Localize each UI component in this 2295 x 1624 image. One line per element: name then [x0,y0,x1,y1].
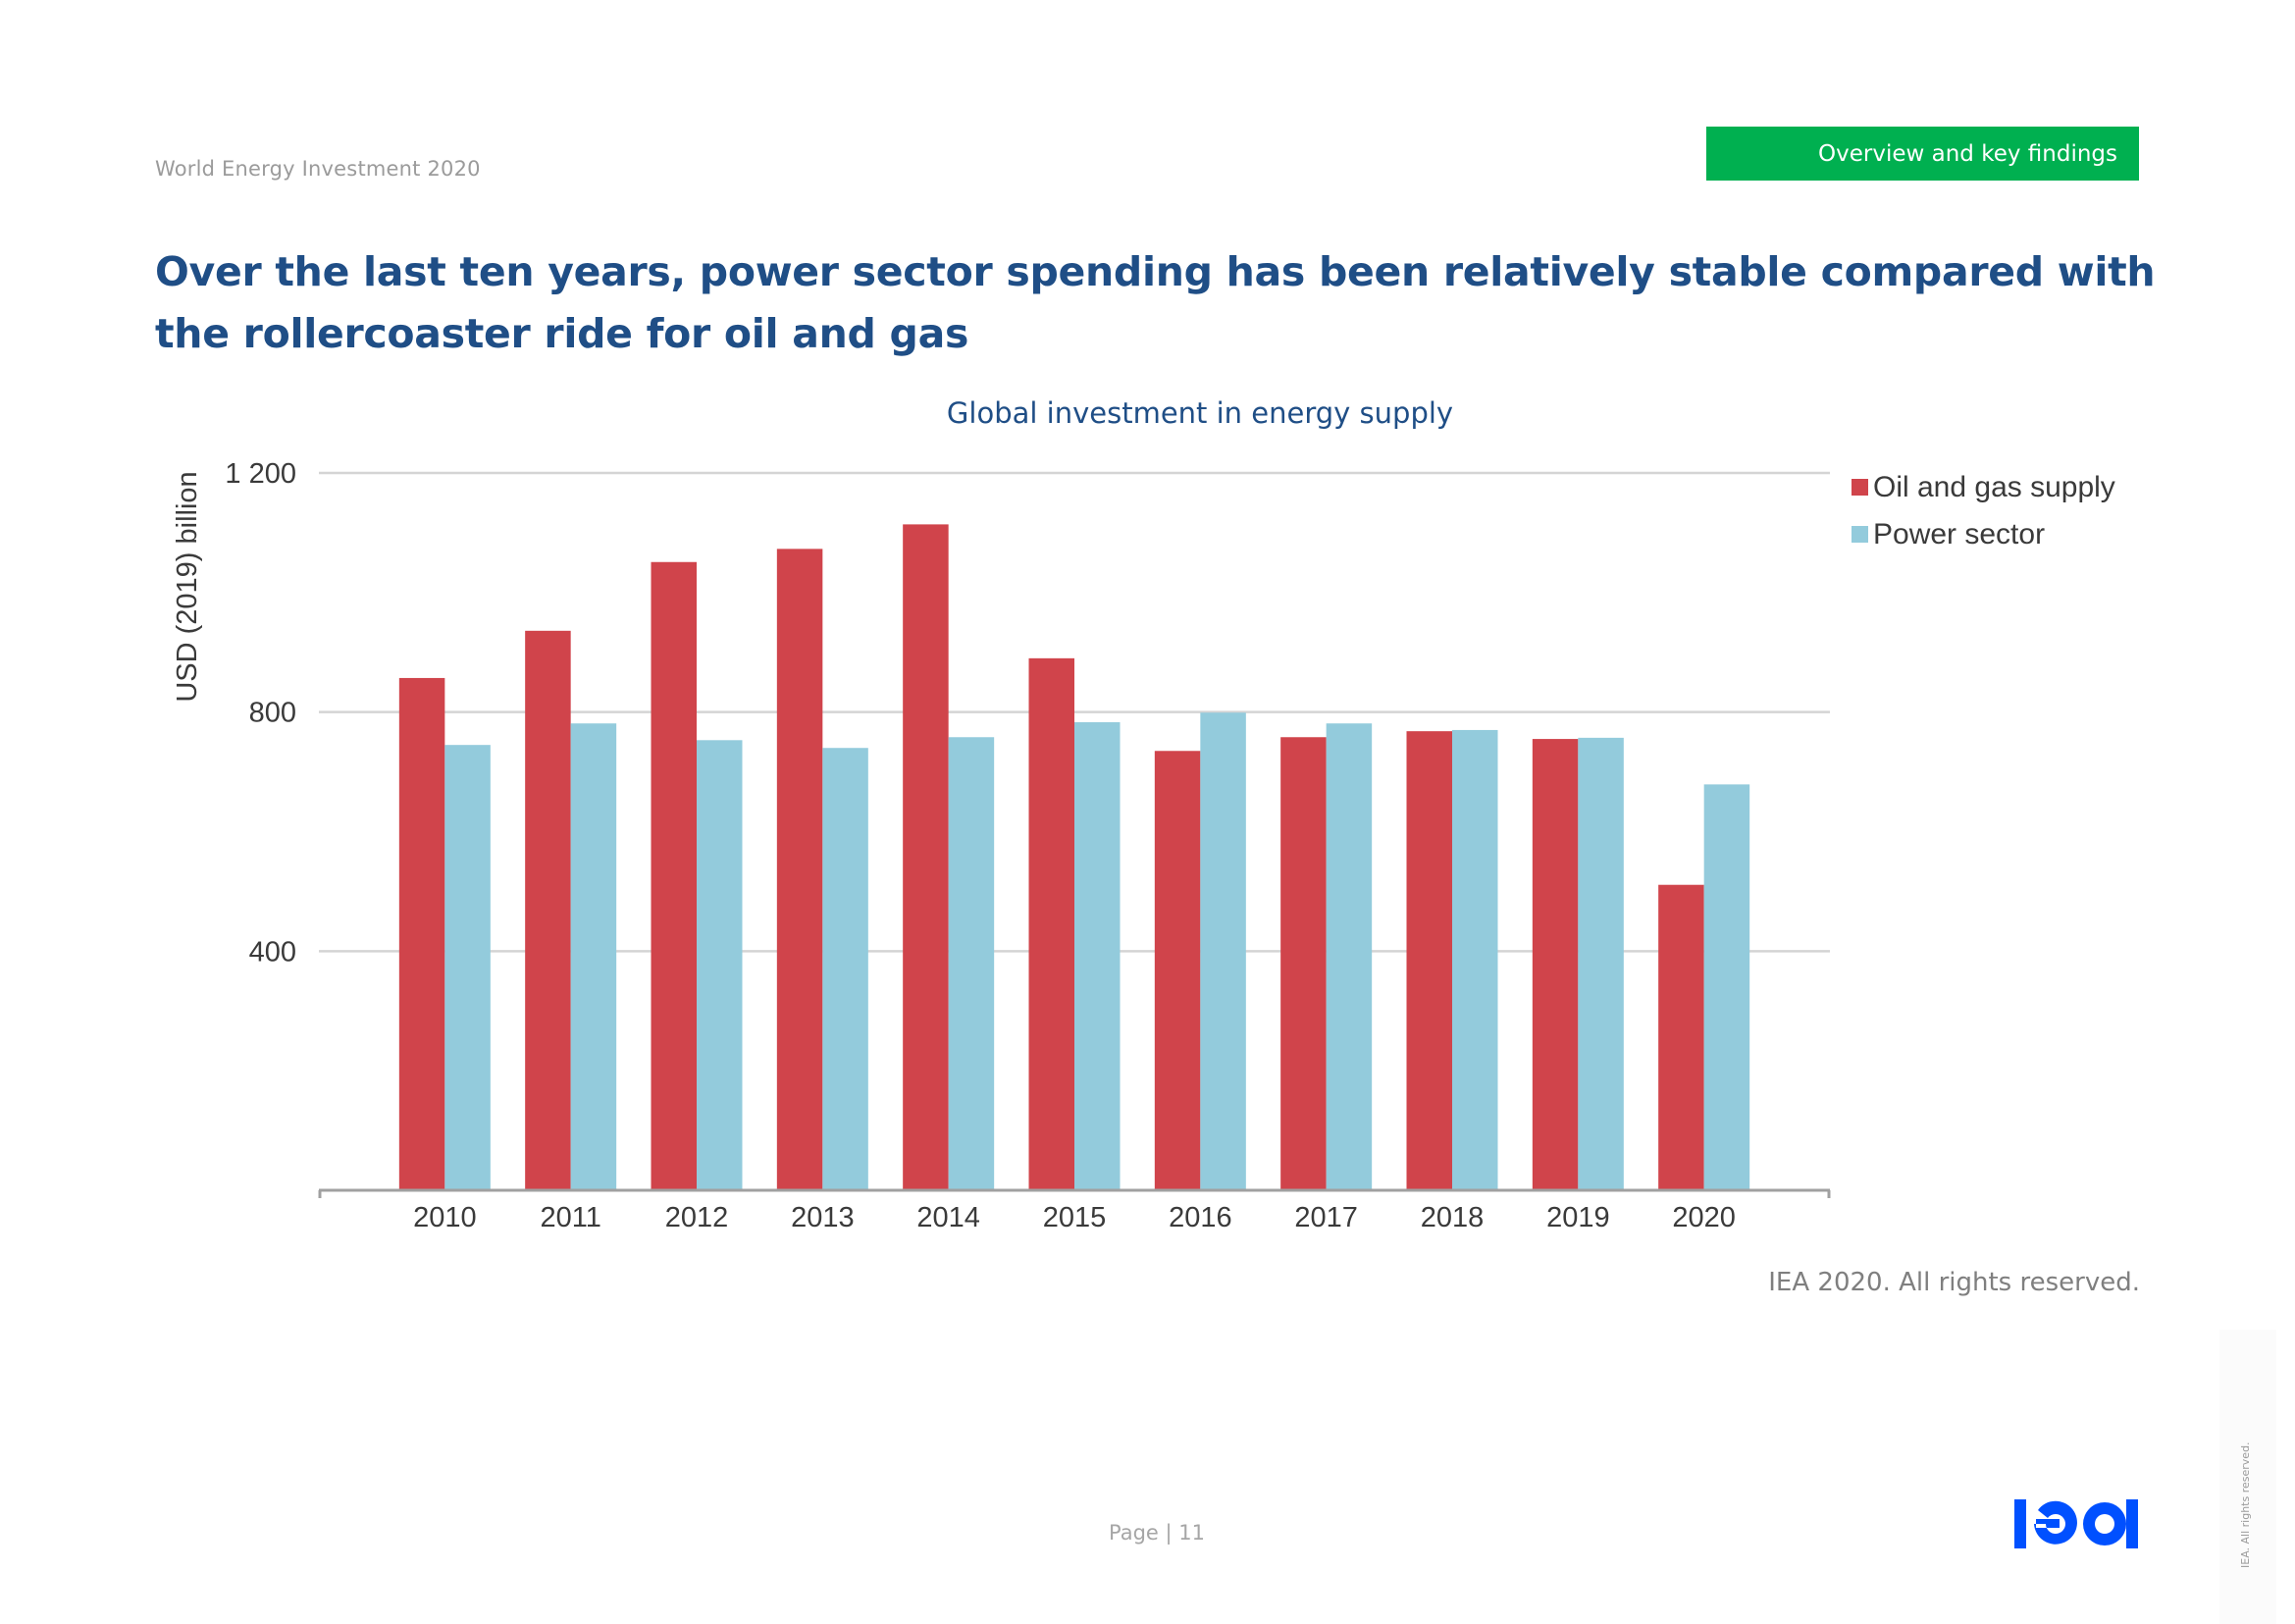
bar-oil-gas-2019 [1532,739,1579,1190]
bar-power-2015 [1074,722,1121,1190]
bar-oil-gas-2010 [398,677,445,1190]
bar-oil-gas-2012 [651,561,697,1190]
bar-oil-gas-2011 [525,630,571,1190]
x-tick-label: 2017 [1294,1202,1358,1233]
bar-oil-gas-2020 [1658,884,1704,1190]
bar-power-2017 [1326,723,1373,1190]
y-axis-label: USD (2019) billion [172,471,203,702]
x-tick-label: 2013 [791,1202,855,1233]
bar-power-2014 [948,737,995,1190]
x-tick-label: 2020 [1672,1202,1736,1233]
side-rights-notice: IEA. All rights reserved. [2239,1441,2252,1568]
section-tab[interactable]: Overview and key findings [1706,127,2139,181]
bar-oil-gas-2013 [776,549,823,1190]
y-tick-label: 1 200 [225,458,296,490]
legend-label: Oil and gas supply [1873,471,2115,503]
x-axis [318,1188,1831,1198]
bars [398,524,1750,1190]
copyright-notice: IEA 2020. All rights reserved. [1768,1268,2140,1297]
bar-power-2010 [444,745,491,1190]
x-tick-label: 2010 [413,1202,477,1233]
bar-oil-gas-2015 [1028,657,1074,1190]
legend-label: Power sector [1873,518,2045,550]
bar-power-2020 [1703,784,1750,1190]
x-tick-label: 2011 [540,1202,600,1233]
x-tick-label: 2012 [665,1202,729,1233]
bar-power-2011 [570,723,617,1190]
legend-swatch-power [1852,526,1868,543]
bar-oil-gas-2014 [903,524,949,1190]
bar-oil-gas-2017 [1280,737,1327,1190]
section-tab-label: Overview and key findings [1818,140,2117,167]
bar-power-2018 [1452,729,1498,1190]
bar-power-2016 [1200,712,1246,1190]
bar-oil-gas-2018 [1406,731,1452,1190]
x-tick-label: 2016 [1169,1202,1232,1233]
bar-power-2013 [822,748,868,1190]
bar-oil-gas-2016 [1154,751,1201,1190]
x-tick-label: 2014 [916,1202,980,1233]
x-tick-label: 2015 [1043,1202,1107,1233]
x-tick-labels: 2010 2011 2012 2013 2014 2015 2016 2017 2018 2019… [413,1202,1736,1233]
bar-power-2012 [697,740,743,1190]
document-title: World Energy Investment 2020 [155,157,481,181]
bar-power-2019 [1578,737,1624,1190]
legend: Oil and gas supply Power sector [1852,471,2115,550]
page-headline: Over the last ten years, power sector sp… [155,248,2156,357]
y-tick-label: 400 [249,936,296,968]
iea-logo[interactable] [2014,1497,2140,1552]
y-tick-label: 800 [249,698,296,729]
chart-title: Global investment in energy supply [947,396,1453,430]
side-panel [2219,1330,2276,1624]
legend-swatch-oil-gas [1852,479,1868,496]
x-tick-label: 2018 [1421,1202,1485,1233]
page-number: Page | 11 [1109,1521,1205,1545]
y-tick-labels: 400 800 1 200 [225,458,296,968]
x-tick-label: 2019 [1546,1202,1610,1233]
